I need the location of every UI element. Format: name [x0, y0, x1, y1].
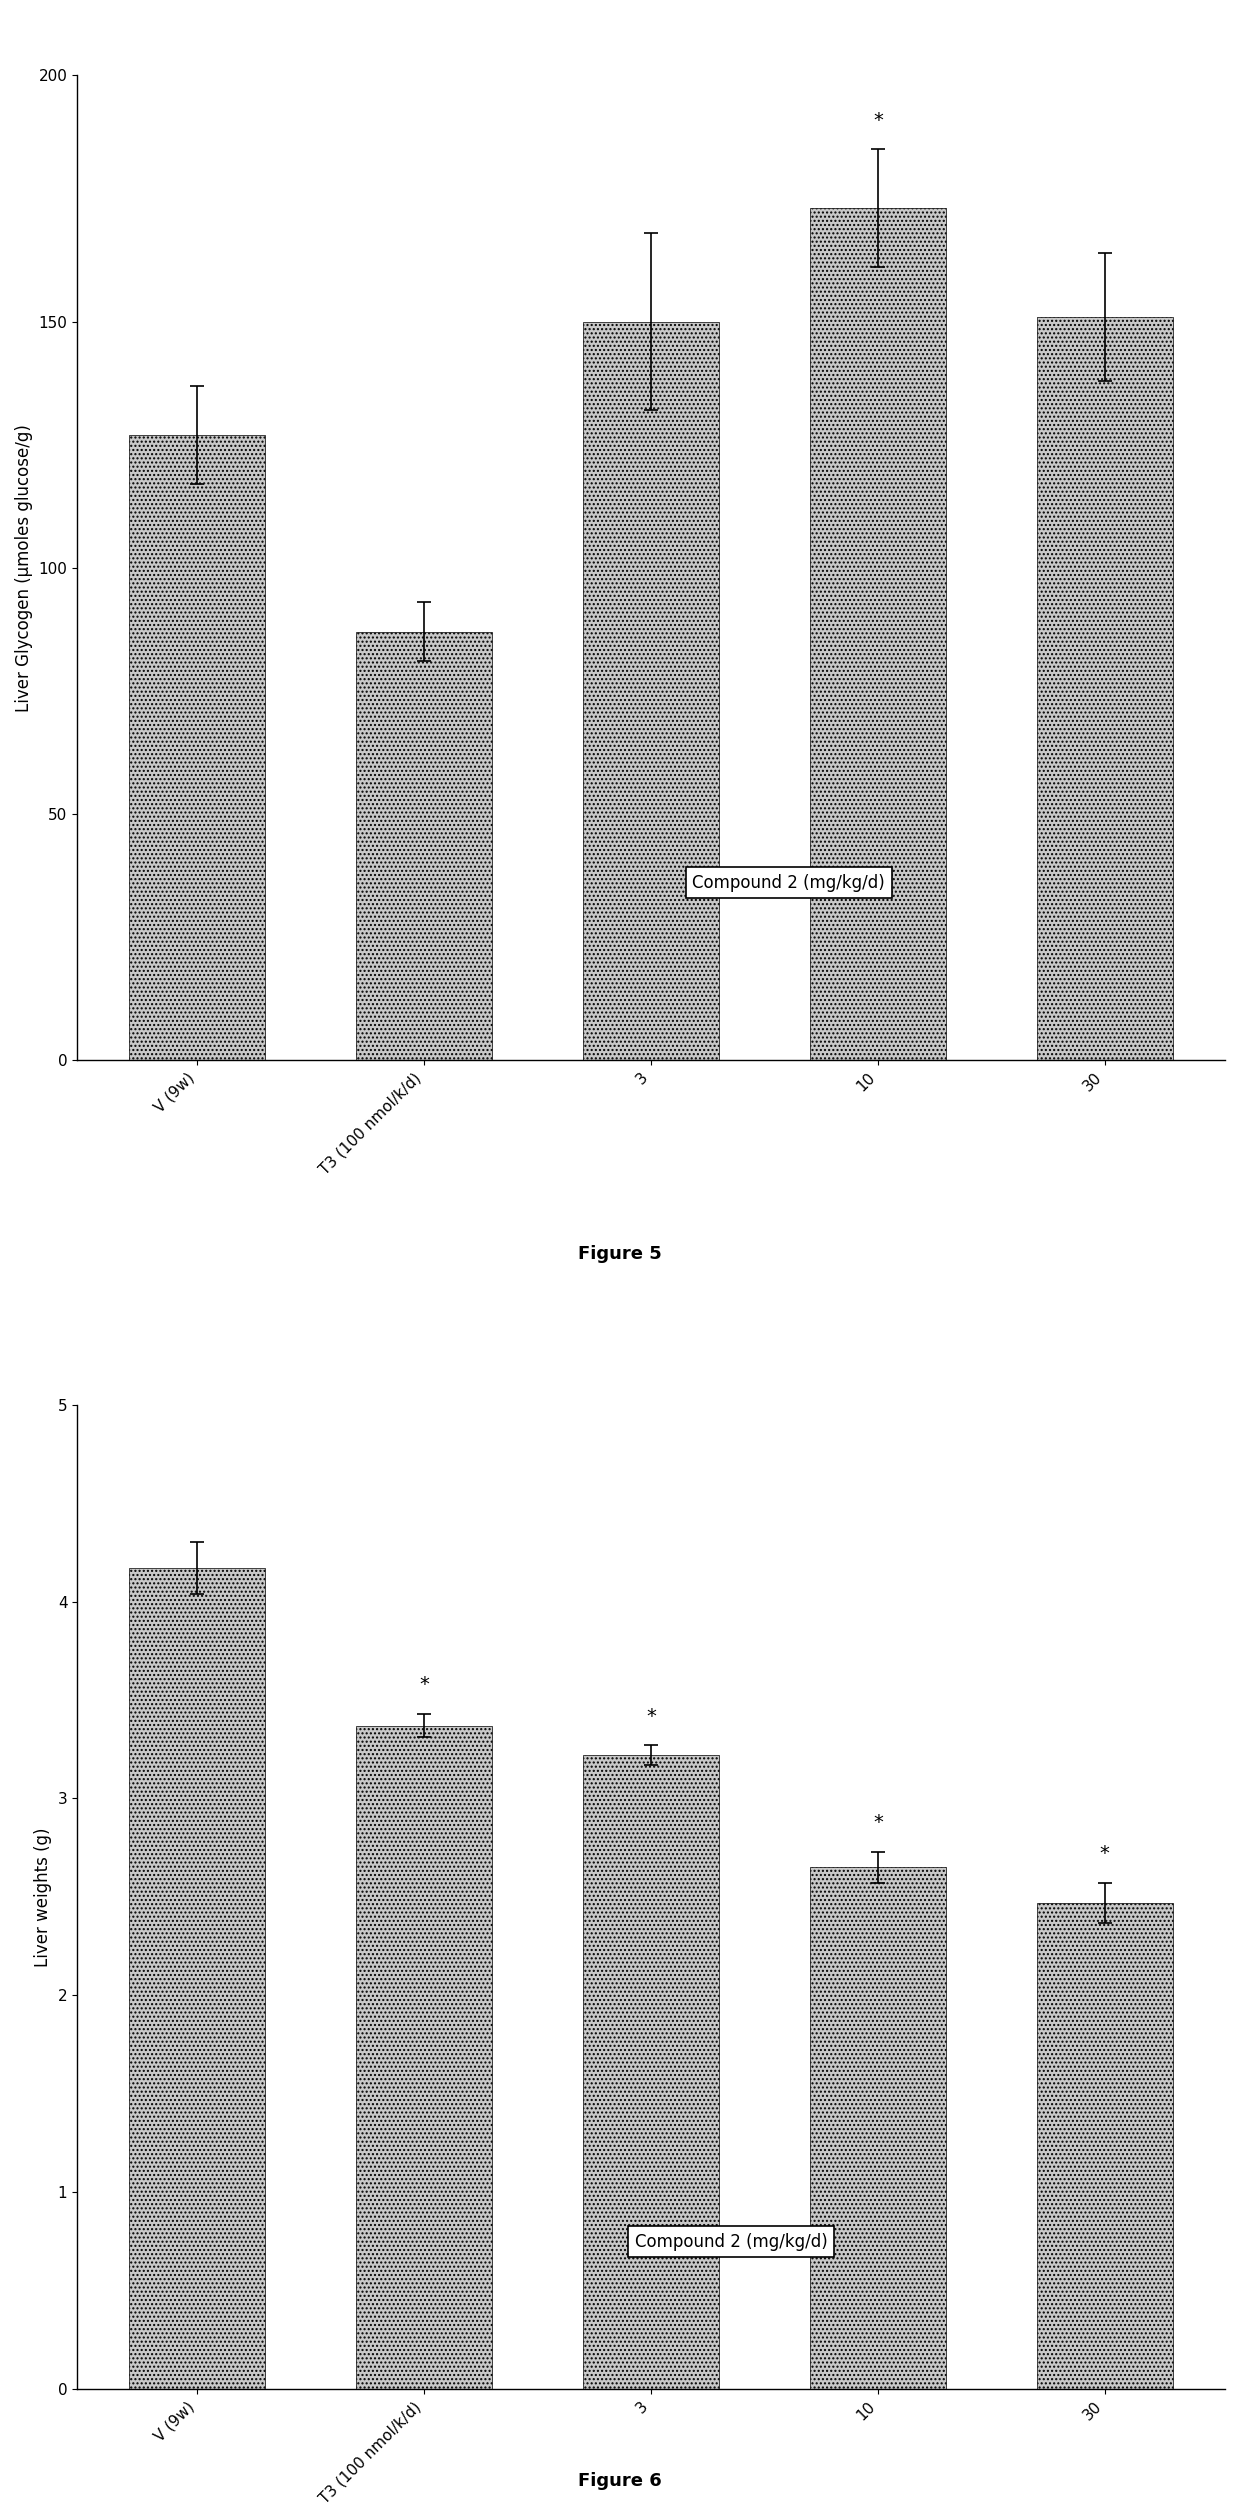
Bar [810, 1869, 946, 2389]
Bar [583, 322, 719, 1059]
Bar [356, 1725, 492, 2389]
Bar [583, 1755, 719, 2389]
Bar [1037, 1904, 1173, 2389]
Y-axis label: Liver Glycogen (μmoles glucose/g): Liver Glycogen (μmoles glucose/g) [15, 425, 33, 712]
Text: *: * [873, 111, 883, 131]
Bar [129, 435, 265, 1059]
Text: *: * [419, 1675, 429, 1695]
Y-axis label: Liver weights (g): Liver weights (g) [35, 1828, 52, 1967]
Bar [1037, 317, 1173, 1059]
Text: Compound 2 (mg/kg/d): Compound 2 (mg/kg/d) [692, 873, 885, 893]
Bar [810, 209, 946, 1059]
Text: Figure 5: Figure 5 [578, 1245, 662, 1263]
Text: *: * [646, 1708, 656, 1725]
Text: *: * [1100, 1843, 1110, 1864]
Text: *: * [873, 1813, 883, 1831]
Bar [356, 631, 492, 1059]
Text: Compound 2 (mg/kg/d): Compound 2 (mg/kg/d) [635, 2233, 828, 2251]
Text: Figure 6: Figure 6 [578, 2472, 662, 2490]
Bar [129, 1567, 265, 2389]
